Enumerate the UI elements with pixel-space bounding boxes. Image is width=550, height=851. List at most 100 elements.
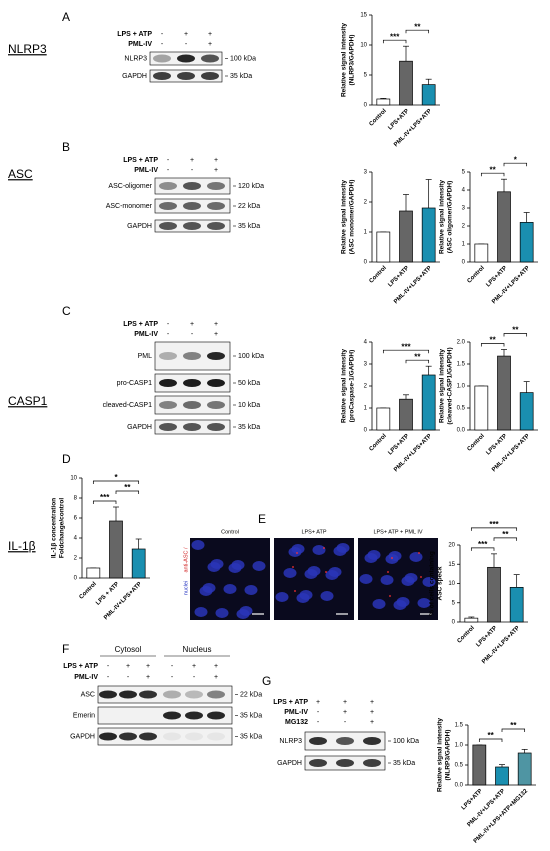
y-axis-label: Relative signal intensity (341, 180, 348, 254)
kda-label: 10 kDa (238, 402, 260, 409)
bar (399, 398, 413, 431)
y-tick-label: 1.5 (457, 362, 466, 368)
significance-bracket (405, 29, 430, 34)
bar (509, 586, 524, 623)
blot-band (139, 690, 157, 699)
significance-label: ** (512, 326, 519, 335)
blot-band (159, 182, 177, 190)
blot-row-label: NLRP3 (124, 55, 147, 62)
bar (474, 243, 489, 263)
y-tick-label: 4 (74, 536, 78, 542)
stain-label: nuclei (183, 581, 189, 595)
blot-band (99, 690, 117, 699)
blot-row-label: ASC-monomer (106, 203, 153, 210)
y-axis-label: (NLRP3/GAPDH) (349, 35, 356, 86)
panel-letter: G (262, 674, 271, 688)
nucleus (252, 561, 266, 571)
y-tick-label: 10 (70, 476, 77, 482)
y-tick-label: 1.0 (455, 743, 464, 749)
significance-bracket (480, 343, 505, 347)
bar (464, 617, 479, 623)
condition-sign: - (191, 167, 194, 174)
condition-sign: + (190, 321, 194, 328)
kda-label: 100 kDa (230, 55, 256, 62)
x-tick-label: Control (369, 108, 389, 128)
condition-sign: + (214, 157, 218, 164)
panel-letter: F (62, 642, 69, 656)
blot-band (159, 202, 177, 210)
condition-sign: - (193, 674, 196, 681)
nucleus (275, 592, 289, 602)
row-label: IL-1β (8, 539, 36, 553)
blot-band (207, 182, 225, 190)
blot-band (119, 690, 137, 699)
asc-speck (325, 571, 327, 573)
condition-sign: + (214, 674, 218, 681)
blot-band (201, 72, 219, 80)
x-tick-label: Control (467, 265, 487, 285)
asc-speck (323, 547, 325, 549)
significance-bracket (382, 39, 407, 44)
bar (86, 567, 101, 579)
panel-letter: C (62, 304, 71, 318)
nucleus (307, 566, 321, 576)
panel-letter: B (62, 140, 70, 154)
condition-sign: - (127, 674, 130, 681)
blot-band (207, 401, 225, 409)
condition-sign: - (191, 331, 194, 338)
y-tick-label: 0 (364, 260, 368, 266)
row-label: ASC (8, 167, 33, 181)
significance-label: *** (478, 540, 488, 549)
image-label: Control (221, 529, 239, 535)
blot-band (336, 737, 354, 745)
y-tick-label: 0 (74, 576, 78, 582)
blot-band (363, 759, 381, 767)
y-tick-label: 0 (462, 260, 466, 266)
blot-band (207, 379, 225, 387)
condition-sign: - (317, 719, 320, 726)
y-tick-label: 2 (364, 200, 368, 206)
blot-band (163, 732, 181, 741)
y-axis-label: % of cells containing (429, 551, 436, 616)
condition-sign: + (190, 157, 194, 164)
y-axis-label: (NLRP3/GAPDH) (445, 730, 452, 781)
condition-sign: - (171, 663, 174, 670)
blot-band (207, 711, 225, 720)
condition-sign: - (167, 157, 170, 164)
bar (376, 407, 391, 431)
condition-label: MG132 (285, 719, 308, 726)
significance-bracket (405, 359, 430, 364)
y-tick-label: 8 (74, 496, 78, 502)
x-tick-label: LPS+ATP (485, 265, 508, 288)
x-tick-label: LPS+ATP (485, 433, 508, 456)
significance-label: *** (401, 342, 411, 351)
asc-speck (389, 595, 391, 597)
blot-band (99, 732, 117, 741)
significance-label: * (514, 155, 518, 164)
significance-bracket (501, 728, 526, 732)
blot-band (183, 222, 201, 230)
stain-label: anti-ASC / (183, 547, 189, 573)
condition-sign: + (192, 663, 196, 670)
blot-band (153, 72, 171, 80)
asc-speck (294, 590, 296, 592)
y-tick-label: 2 (74, 556, 78, 562)
condition-label: LPS + ATP (63, 663, 98, 670)
y-tick-label: 4 (462, 188, 466, 194)
condition-sign: + (214, 321, 218, 328)
kda-label: 35 kDa (240, 733, 262, 740)
significance-bracket (92, 500, 117, 504)
nucleus (191, 540, 205, 550)
blot-band (119, 712, 137, 720)
blot-band (183, 423, 201, 431)
blot-frame (97, 727, 233, 746)
blot-band (183, 202, 201, 210)
nucleus (299, 590, 313, 600)
bar (497, 355, 511, 431)
group-label: Nucleus (183, 645, 212, 654)
kda-label: 35 kDa (238, 223, 260, 230)
blot-band (159, 379, 177, 387)
significance-label: ** (124, 483, 131, 492)
panel-letter: E (258, 512, 266, 526)
y-tick-label: 0.0 (455, 783, 464, 789)
